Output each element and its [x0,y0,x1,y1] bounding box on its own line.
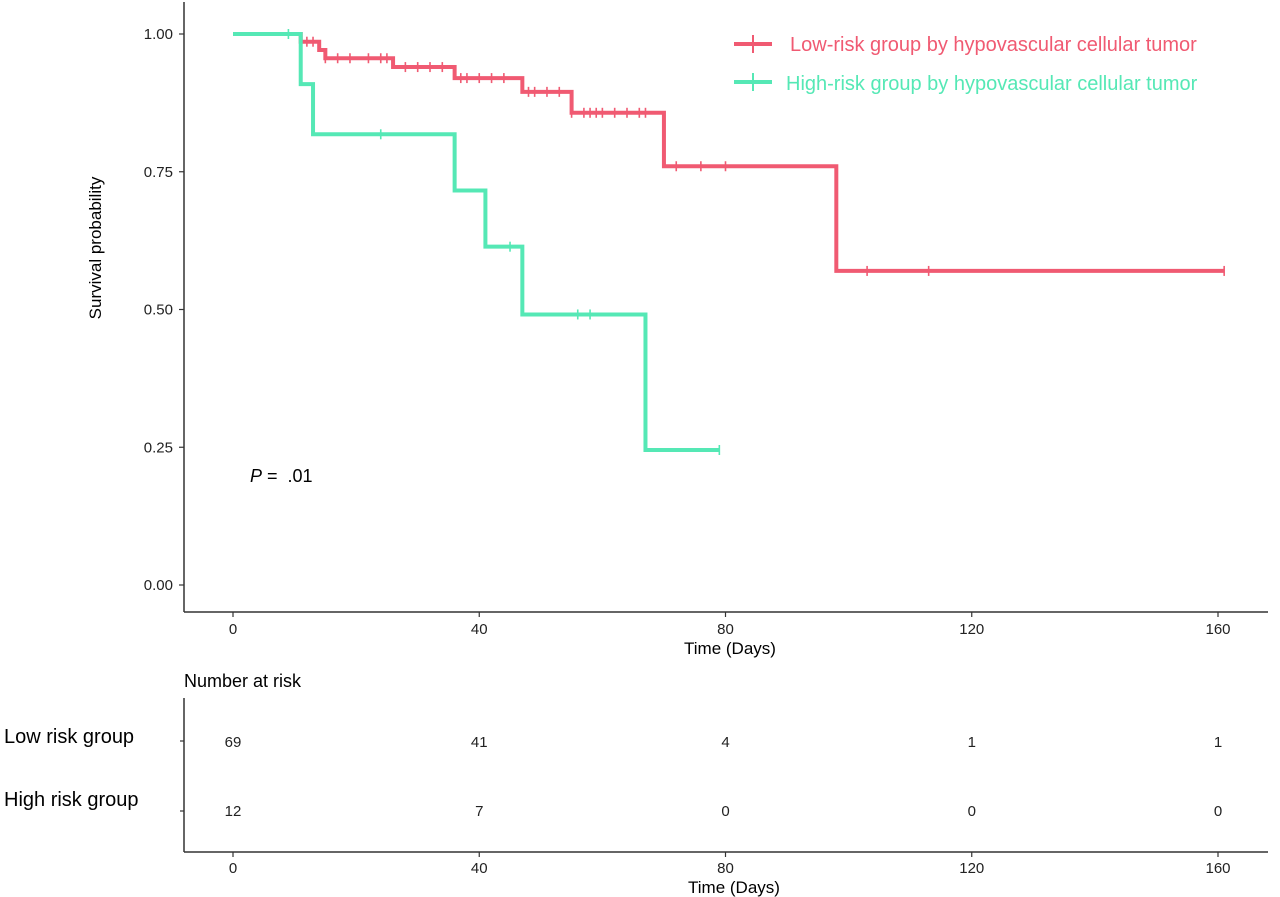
y-axis-ticks: 0.00 0.25 0.50 0.75 1.00 [144,26,184,594]
legend: Low-risk group by hypovascular cellular … [734,34,1198,95]
x-tick-label: 40 [471,621,488,638]
y-tick-label: 0.25 [144,439,173,456]
risk-x-tick-label: 40 [471,860,488,877]
risk-table-values: 69 41 4 1 112 7 0 0 0 [225,734,1223,820]
risk-table-x-axis-title: Time (Days) [688,878,780,897]
series-high-risk [233,29,721,456]
series-layer [233,29,1225,456]
p-value-text: = .01 [262,466,313,486]
risk-value: 1 [968,734,976,751]
p-value-annotation: P = .01 [250,466,313,486]
risk-value: 4 [721,734,729,751]
x-axis-title: Time (Days) [684,639,776,658]
risk-value: 0 [1214,803,1222,820]
x-tick-label: 160 [1205,621,1230,638]
legend-item-high-risk: High-risk group by hypovascular cellular… [734,73,1198,95]
risk-row-label-low: Low risk group [4,726,134,748]
survival-curve-line [233,32,720,453]
x-tick-label: 120 [959,621,984,638]
series-low-risk [233,32,1225,276]
legend-label-low-risk: Low-risk group by hypovascular cellular … [790,34,1197,56]
x-tick-label: 80 [717,621,734,638]
risk-x-tick-label: 160 [1205,860,1230,877]
risk-x-tick-label: 80 [717,860,734,877]
risk-value: 12 [225,803,242,820]
x-tick-label: 0 [229,621,237,638]
y-tick-label: 0.50 [144,302,173,319]
y-tick-label: 1.00 [144,26,173,43]
risk-value: 1 [1214,734,1222,751]
risk-row-label-high: High risk group [4,789,139,811]
risk-value: 0 [968,803,976,820]
risk-value: 69 [225,734,242,751]
legend-item-low-risk: Low-risk group by hypovascular cellular … [734,34,1197,56]
risk-x-tick-label: 0 [229,860,237,877]
risk-x-tick-label: 120 [959,860,984,877]
survival-curve-line [233,32,1225,273]
risk-value: 7 [475,803,483,820]
x-axis-ticks: 0 40 80 120 160 [229,612,1231,638]
risk-value: 41 [471,734,488,751]
risk-value: 0 [721,803,729,820]
legend-label-high-risk: High-risk group by hypovascular cellular… [786,73,1198,95]
y-tick-label: 0.00 [144,577,173,594]
risk-table-title: Number at risk [184,671,302,691]
y-axis-title: Survival probability [86,176,105,319]
risk-table-x-ticks: 0 40 80 120 160 [229,852,1231,877]
y-tick-label: 0.75 [144,164,173,181]
p-symbol: P [250,466,262,486]
